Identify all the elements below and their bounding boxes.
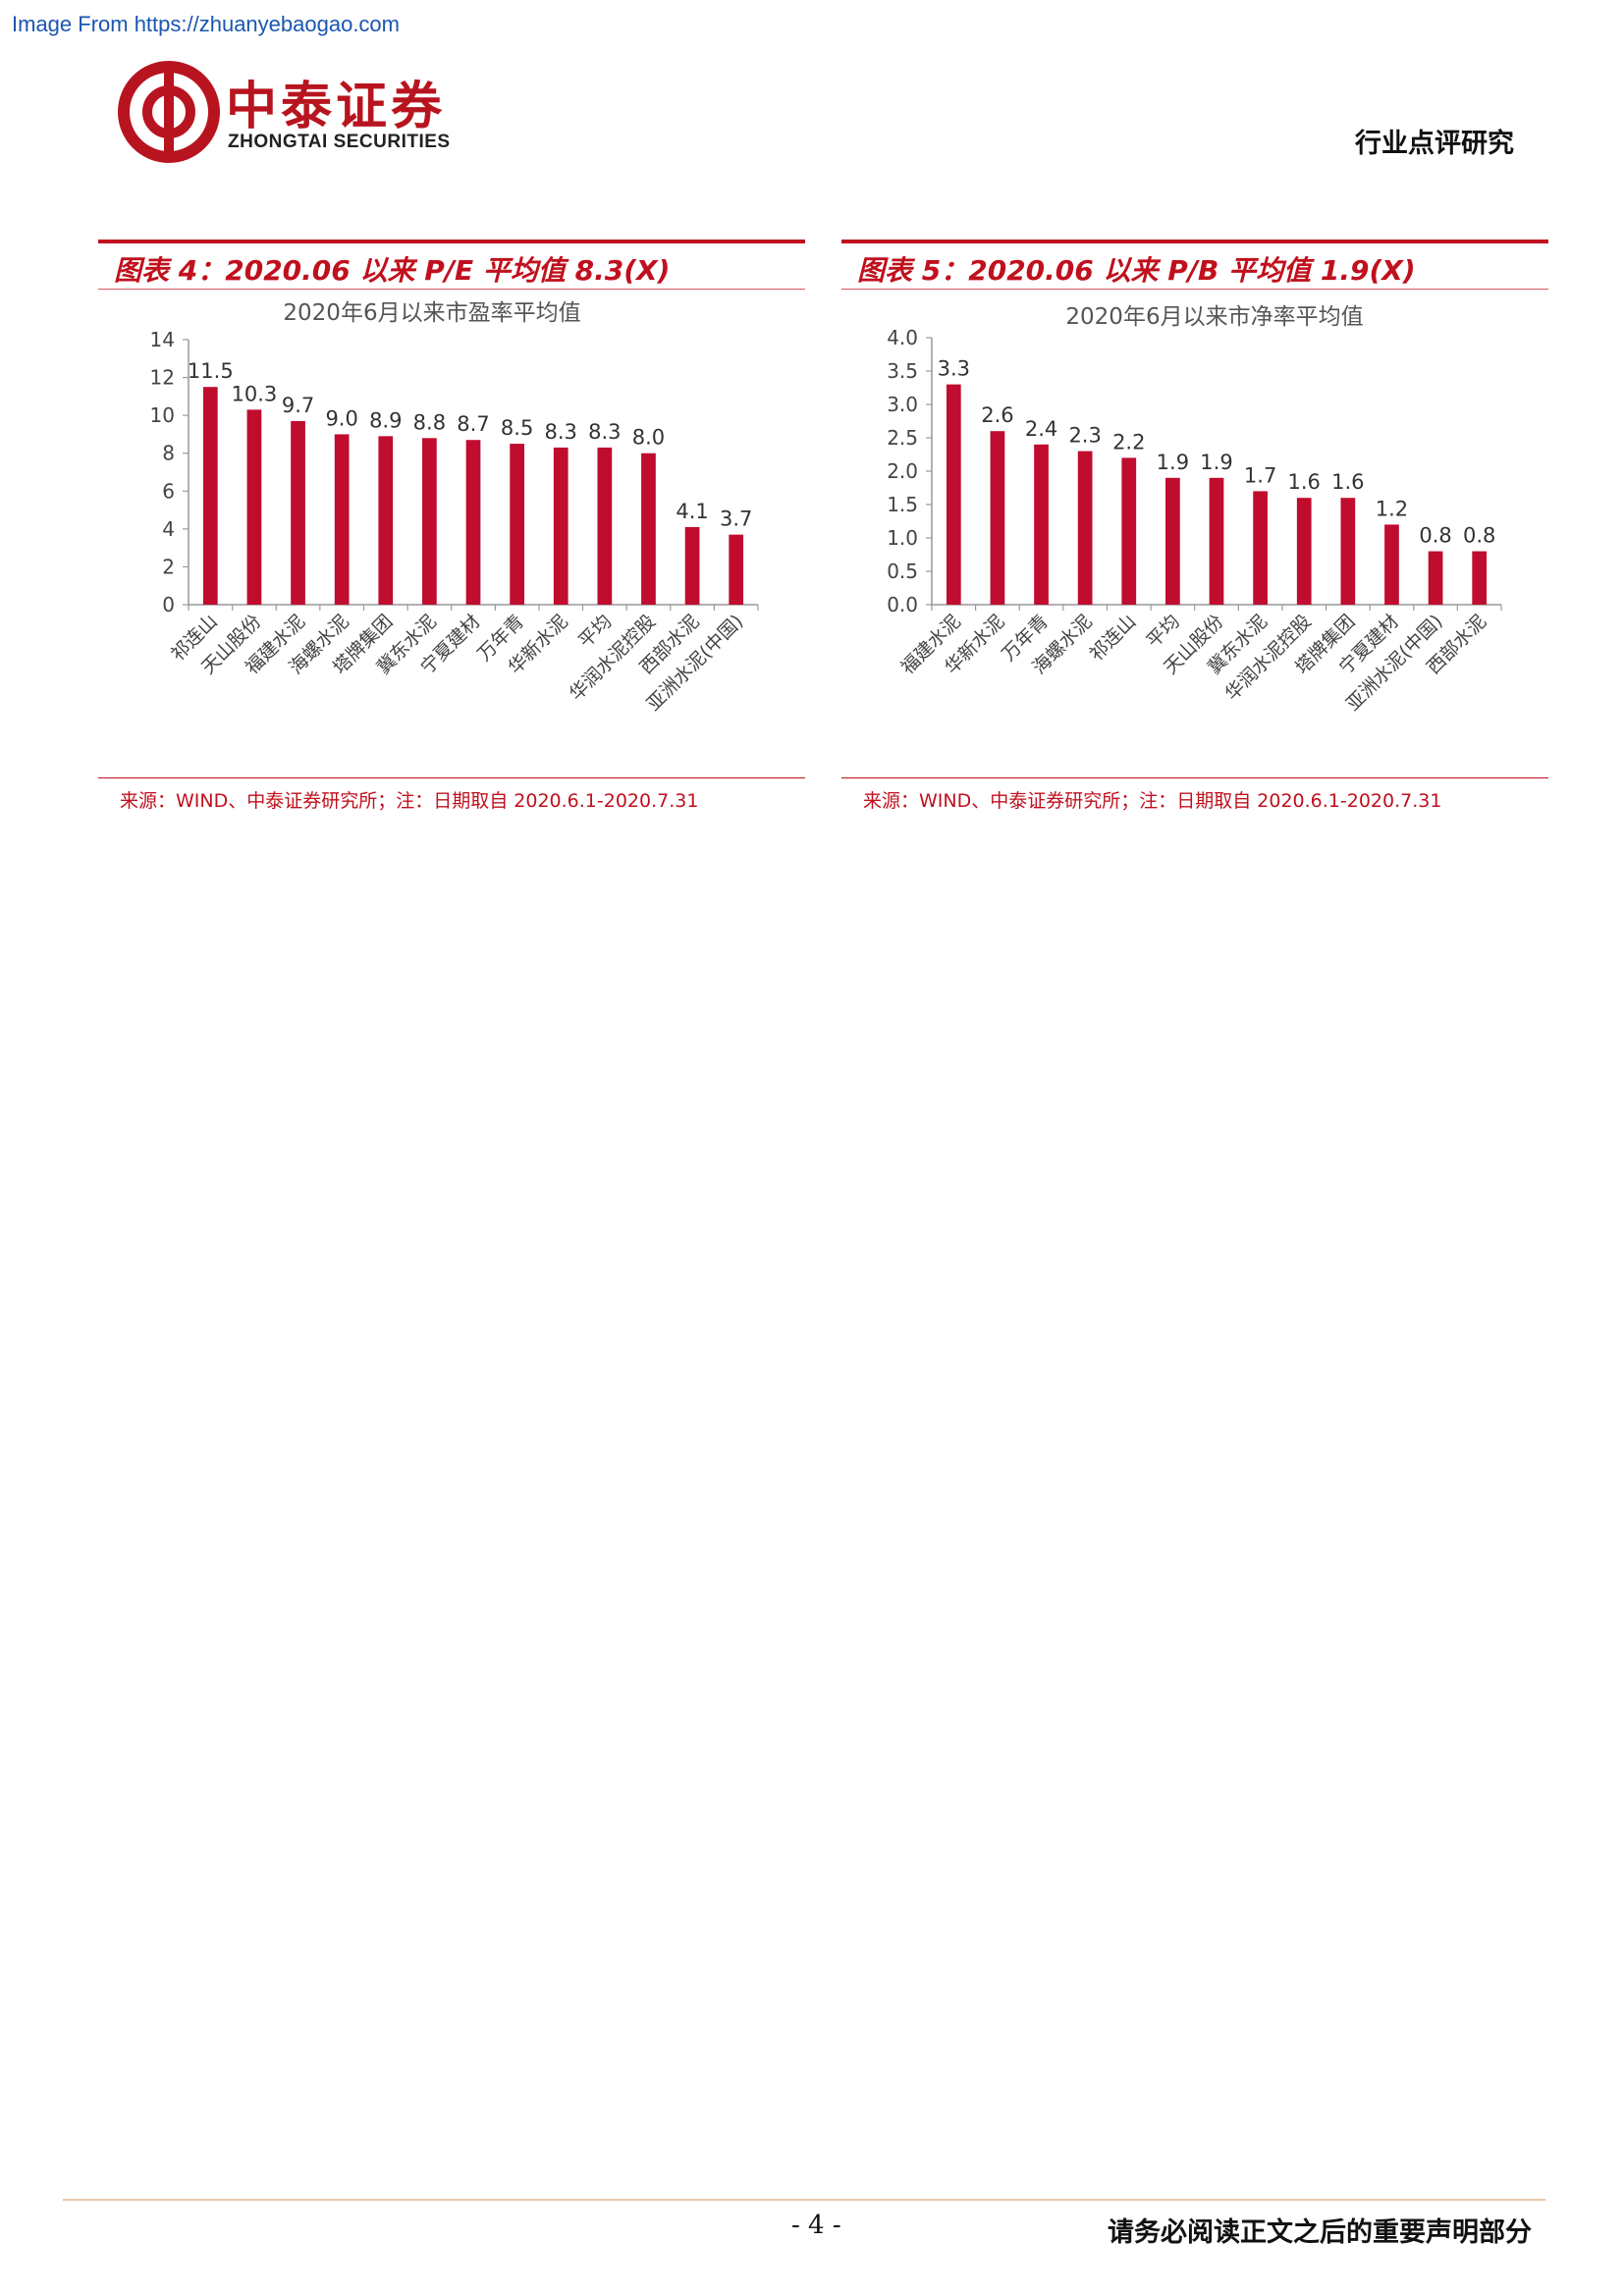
data-label: 0.8 <box>1419 524 1451 548</box>
figure-source-note: 来源：WIND、中泰证券研究所；注：日期取自 2020.6.1-2020.7.3… <box>120 790 699 812</box>
bar <box>684 526 700 605</box>
data-label: 8.3 <box>545 420 577 444</box>
figure-top-rule <box>841 240 1548 243</box>
y-tick-label: 2.0 <box>887 459 918 483</box>
data-label: 3.3 <box>938 357 970 381</box>
figure-pe: 图表 4：2020.06 以来 P/E 平均值 8.3(X) 2020年6月以来… <box>98 240 805 828</box>
y-tick-label: 2 <box>162 555 175 578</box>
y-tick-label: 2.5 <box>887 426 918 450</box>
data-label: 2.4 <box>1025 417 1057 441</box>
data-label: 0.8 <box>1463 524 1495 548</box>
bar <box>729 534 744 605</box>
y-tick-label: 12 <box>150 366 175 390</box>
bar <box>1384 524 1399 605</box>
page-number: - 4 - <box>791 2211 841 2240</box>
figure-bottom-rule <box>98 777 805 778</box>
bar <box>1034 444 1049 605</box>
y-tick-label: 1.0 <box>887 526 918 550</box>
company-logo: 中泰证券 ZHONGTAI SECURITIES <box>118 61 491 169</box>
report-category: 行业点评研究 <box>1355 129 1514 159</box>
figure-top-rule <box>98 240 805 243</box>
data-label: 1.6 <box>1331 470 1364 494</box>
figure-title-rule <box>841 289 1548 290</box>
bar <box>1340 498 1356 605</box>
data-label: 2.6 <box>981 403 1013 427</box>
bar <box>990 431 1005 605</box>
y-tick-label: 0.0 <box>887 593 918 616</box>
x-tick-label: 祁连山 <box>1085 611 1140 666</box>
bar <box>597 447 613 605</box>
data-label: 8.3 <box>588 420 621 444</box>
bar <box>1253 491 1268 605</box>
y-tick-label: 1.5 <box>887 493 918 516</box>
bar <box>465 440 481 605</box>
figure-bottom-rule <box>841 777 1548 778</box>
pe-bar-chart: 2020年6月以来市盈率平均值 0 2 4 6 8 10 12 14 11.5 祁连山 10.3 天山股… <box>98 293 805 774</box>
bar <box>378 436 394 605</box>
figure-title-rule <box>98 289 805 290</box>
data-label: 8.0 <box>632 426 665 450</box>
chart-svg: 2020年6月以来市盈率平均值0246810121411.5祁连山10.3天山股… <box>150 300 759 716</box>
bar <box>246 409 262 605</box>
bar <box>553 447 568 605</box>
bar <box>1472 551 1488 605</box>
data-label: 9.0 <box>325 406 357 430</box>
footer-rule <box>63 2199 1545 2201</box>
figure-title: 图表 4：2020.06 以来 P/E 平均值 8.3(X) <box>114 254 671 287</box>
y-tick-label: 0 <box>162 593 175 616</box>
bar <box>641 453 656 605</box>
bar <box>1209 477 1224 605</box>
pb-bar-chart: 2020年6月以来市净率平均值 0.0 0.5 1.0 1.5 2.0 2.5 3.0 3.5 4… <box>841 293 1548 774</box>
data-label: 8.9 <box>369 408 402 432</box>
data-label: 2.2 <box>1112 430 1145 454</box>
data-label: 1.7 <box>1244 463 1276 487</box>
logo-chinese-name: 中泰证券 <box>226 78 447 136</box>
y-tick-label: 3.0 <box>887 393 918 416</box>
bar <box>1077 451 1093 605</box>
data-label: 1.9 <box>1200 451 1232 474</box>
data-label: 1.6 <box>1288 470 1321 494</box>
data-label: 8.5 <box>501 416 533 440</box>
bar <box>291 420 305 605</box>
logo-english-name: ZHONGTAI SECURITIES <box>228 132 451 152</box>
bar <box>1121 457 1137 605</box>
y-tick-label: 4.0 <box>887 326 918 349</box>
data-label: 3.7 <box>720 507 752 531</box>
y-tick-label: 4 <box>162 517 175 541</box>
data-label: 1.2 <box>1376 497 1408 520</box>
data-label: 8.8 <box>413 410 446 434</box>
figure-title: 图表 5：2020.06 以来 P/B 平均值 1.9(X) <box>857 254 1416 287</box>
figure-pb: 图表 5：2020.06 以来 P/B 平均值 1.9(X) 2020年6月以来… <box>841 240 1548 828</box>
data-label: 11.5 <box>188 359 234 383</box>
bar <box>1165 477 1180 605</box>
data-label: 1.9 <box>1157 451 1189 474</box>
bar <box>202 387 218 605</box>
y-tick-label: 6 <box>162 479 175 503</box>
y-tick-label: 0.5 <box>887 560 918 583</box>
data-label: 4.1 <box>676 500 708 523</box>
data-label: 9.7 <box>282 394 314 417</box>
data-label: 10.3 <box>232 382 278 405</box>
y-tick-label: 14 <box>150 328 175 351</box>
figure-source-note: 来源：WIND、中泰证券研究所；注：日期取自 2020.6.1-2020.7.3… <box>863 790 1442 812</box>
bar <box>334 434 350 605</box>
chart-svg: 2020年6月以来市净率平均值 0.0 0.5 1.0 1.5 2.0 2.5 3.0 3.5 4… <box>887 304 1502 716</box>
y-tick-label: 10 <box>150 403 175 427</box>
logo-emblem-icon <box>118 61 220 163</box>
bar <box>1296 498 1312 605</box>
bar <box>1428 551 1443 605</box>
watermark-url[interactable]: Image From https://zhuanyebaogao.com <box>12 12 400 36</box>
data-label: 2.3 <box>1068 424 1101 448</box>
chart-title: 2020年6月以来市盈率平均值 <box>283 300 580 326</box>
y-tick-label: 3.5 <box>887 359 918 383</box>
data-label: 8.7 <box>457 412 489 436</box>
chart-title: 2020年6月以来市净率平均值 <box>1065 304 1363 330</box>
bar <box>946 384 961 605</box>
bar <box>510 444 524 605</box>
y-tick-label: 8 <box>162 442 175 465</box>
bar <box>422 438 437 605</box>
disclaimer-notice: 请务必阅读正文之后的重要声明部分 <box>1108 2217 1532 2248</box>
